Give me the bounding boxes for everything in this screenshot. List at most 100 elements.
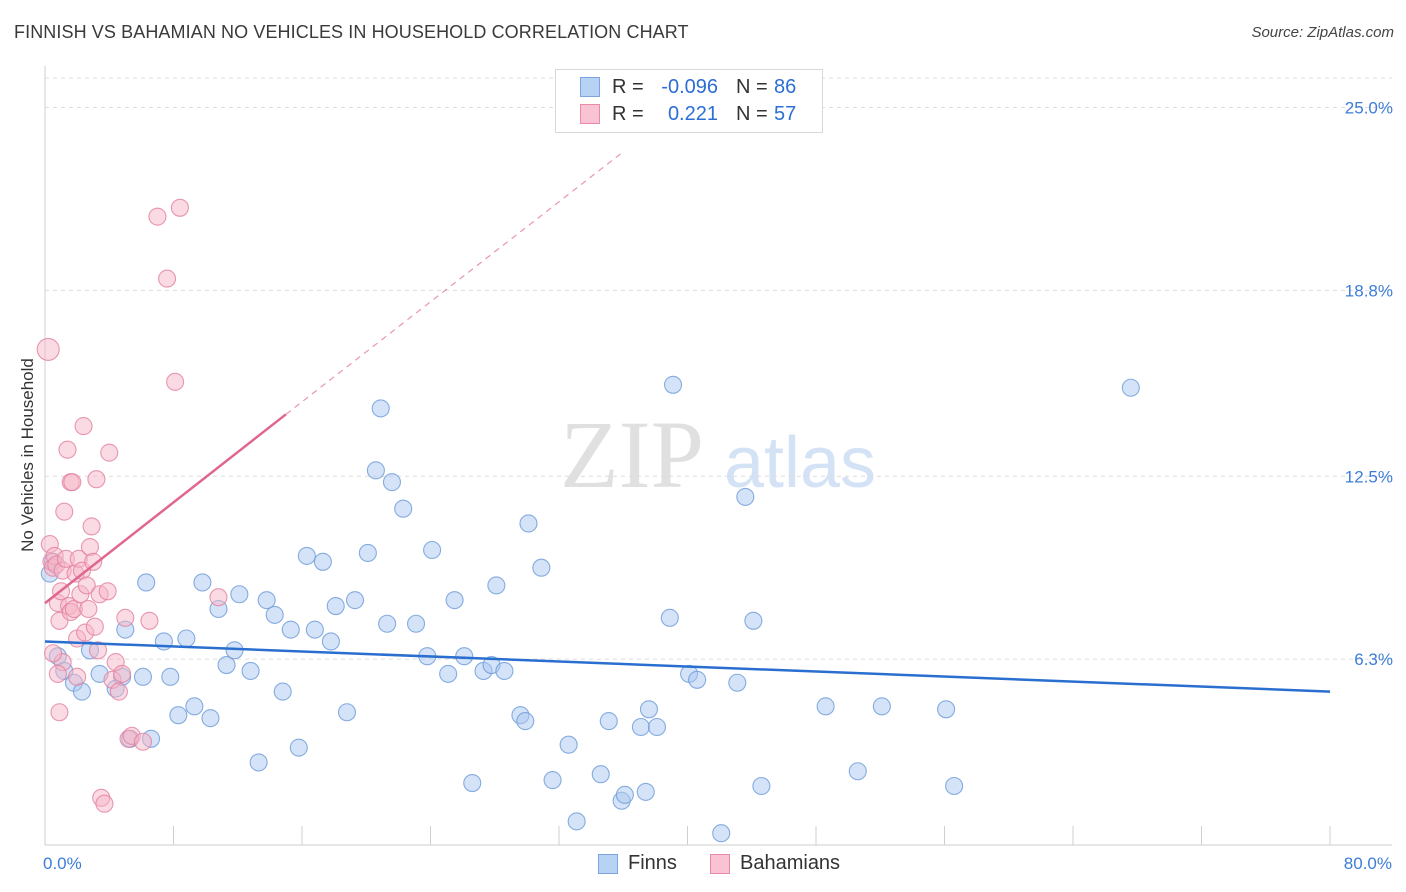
finns-point xyxy=(281,620,300,639)
watermark: ZIP atlas xyxy=(560,401,876,508)
finns-point xyxy=(273,682,292,701)
y-tick-label: 25.0% xyxy=(1345,99,1393,118)
bahamians-point xyxy=(113,664,132,683)
finns-point xyxy=(326,596,345,616)
bahamians-point xyxy=(166,372,185,391)
legend-item-finns[interactable]: Finns xyxy=(598,852,677,875)
finns-r-value: -0.096 xyxy=(661,75,718,98)
y-tick-label: 6.3% xyxy=(1354,650,1393,669)
finns-point xyxy=(305,620,324,639)
finns-point xyxy=(313,552,332,571)
finns-point xyxy=(378,614,397,633)
bahamians-point xyxy=(209,588,228,607)
finns-n-value: 86 xyxy=(774,75,797,98)
data-points xyxy=(36,198,1140,843)
finns-point xyxy=(559,735,578,754)
bahamians-point xyxy=(116,608,135,627)
finns-point xyxy=(752,776,771,796)
bahamians-point xyxy=(87,470,106,489)
finns-point xyxy=(937,700,956,719)
watermark-zip: ZIP xyxy=(560,401,704,508)
finns-point xyxy=(297,546,316,565)
finns-point xyxy=(137,573,156,592)
finns-point xyxy=(736,487,755,506)
finns-point xyxy=(161,667,180,686)
y-tick-label: 18.8% xyxy=(1345,281,1393,300)
finns-point xyxy=(241,661,260,681)
finns-point xyxy=(249,753,268,772)
finns-point xyxy=(945,776,964,796)
finns-point xyxy=(201,709,220,728)
finns-point xyxy=(185,697,204,716)
y-tick-label: 12.5% xyxy=(1345,467,1393,486)
bahamians-point xyxy=(109,682,128,701)
bahamians-point xyxy=(50,703,69,722)
finns-trend-line xyxy=(44,640,1331,693)
n-label: N = xyxy=(736,102,768,125)
bahamians-point xyxy=(98,582,117,601)
bahamians-point xyxy=(170,198,189,217)
bahamians-point xyxy=(68,667,87,686)
finns-point xyxy=(591,765,610,784)
finns-point xyxy=(217,655,236,675)
x-tick-label: 80.0% xyxy=(1344,854,1392,873)
bahamians-point xyxy=(84,552,103,571)
bahamians-n-value: 57 xyxy=(774,102,797,125)
finns-point xyxy=(289,738,308,757)
finns-point xyxy=(230,585,249,604)
axes xyxy=(44,66,1392,846)
bahamians-point xyxy=(48,664,67,683)
bahamians-point xyxy=(74,417,93,436)
finns-point xyxy=(439,664,458,683)
bahamians-r-value: 0.221 xyxy=(667,102,718,125)
finns-point xyxy=(177,629,196,648)
bahamians-point xyxy=(80,537,100,557)
finns-point xyxy=(532,558,551,577)
finns-point xyxy=(663,375,683,394)
bahamians-point xyxy=(55,502,74,521)
x-tick-label: 0.0% xyxy=(43,854,82,873)
finns-point xyxy=(382,473,402,492)
source-label: Source: ZipAtlas.com xyxy=(1251,24,1394,41)
bahamians-swatch xyxy=(710,853,730,874)
finns-point xyxy=(193,573,212,592)
finns-point xyxy=(647,717,667,737)
finns-point xyxy=(169,706,188,725)
bahamians-point xyxy=(58,440,77,459)
bahamians-point xyxy=(88,641,108,660)
bahamians-point xyxy=(100,443,119,462)
finns-point xyxy=(744,611,763,630)
bahamians-swatch xyxy=(580,104,600,124)
bahamians-point xyxy=(63,473,82,492)
bahamians-point xyxy=(140,611,159,630)
bahamians-trend-line xyxy=(44,413,287,605)
chart-title: FINNISH VS BAHAMIAN NO VEHICLES IN HOUSE… xyxy=(14,22,689,42)
finns-point xyxy=(712,824,731,843)
finns-point xyxy=(615,785,634,804)
finns-point xyxy=(816,697,835,716)
finns-point xyxy=(265,605,284,624)
finns-swatch xyxy=(580,77,600,97)
finns-point xyxy=(688,670,707,689)
n-label: N = xyxy=(736,75,768,98)
finns-point xyxy=(358,543,377,563)
finns-point xyxy=(371,399,390,418)
finns-point xyxy=(660,608,679,627)
finns-point xyxy=(133,667,153,686)
finns-swatch xyxy=(598,853,618,874)
series-legend: Finns Bahamians xyxy=(0,852,1406,878)
finns-point xyxy=(848,762,867,781)
legend-row-bahamians: R = 0.221 N = 57 xyxy=(580,101,796,127)
r-label: R = xyxy=(612,102,644,125)
finns-point xyxy=(639,700,659,719)
finns-point xyxy=(463,773,482,793)
finns-point xyxy=(423,540,442,560)
legend-item-bahamians[interactable]: Bahamians xyxy=(710,852,840,875)
r-label: R = xyxy=(612,75,644,98)
finns-point xyxy=(728,673,747,692)
bahamians-point xyxy=(82,517,101,536)
bahamians-point xyxy=(43,644,63,663)
finns-point xyxy=(345,591,365,610)
finns-point xyxy=(337,703,357,722)
